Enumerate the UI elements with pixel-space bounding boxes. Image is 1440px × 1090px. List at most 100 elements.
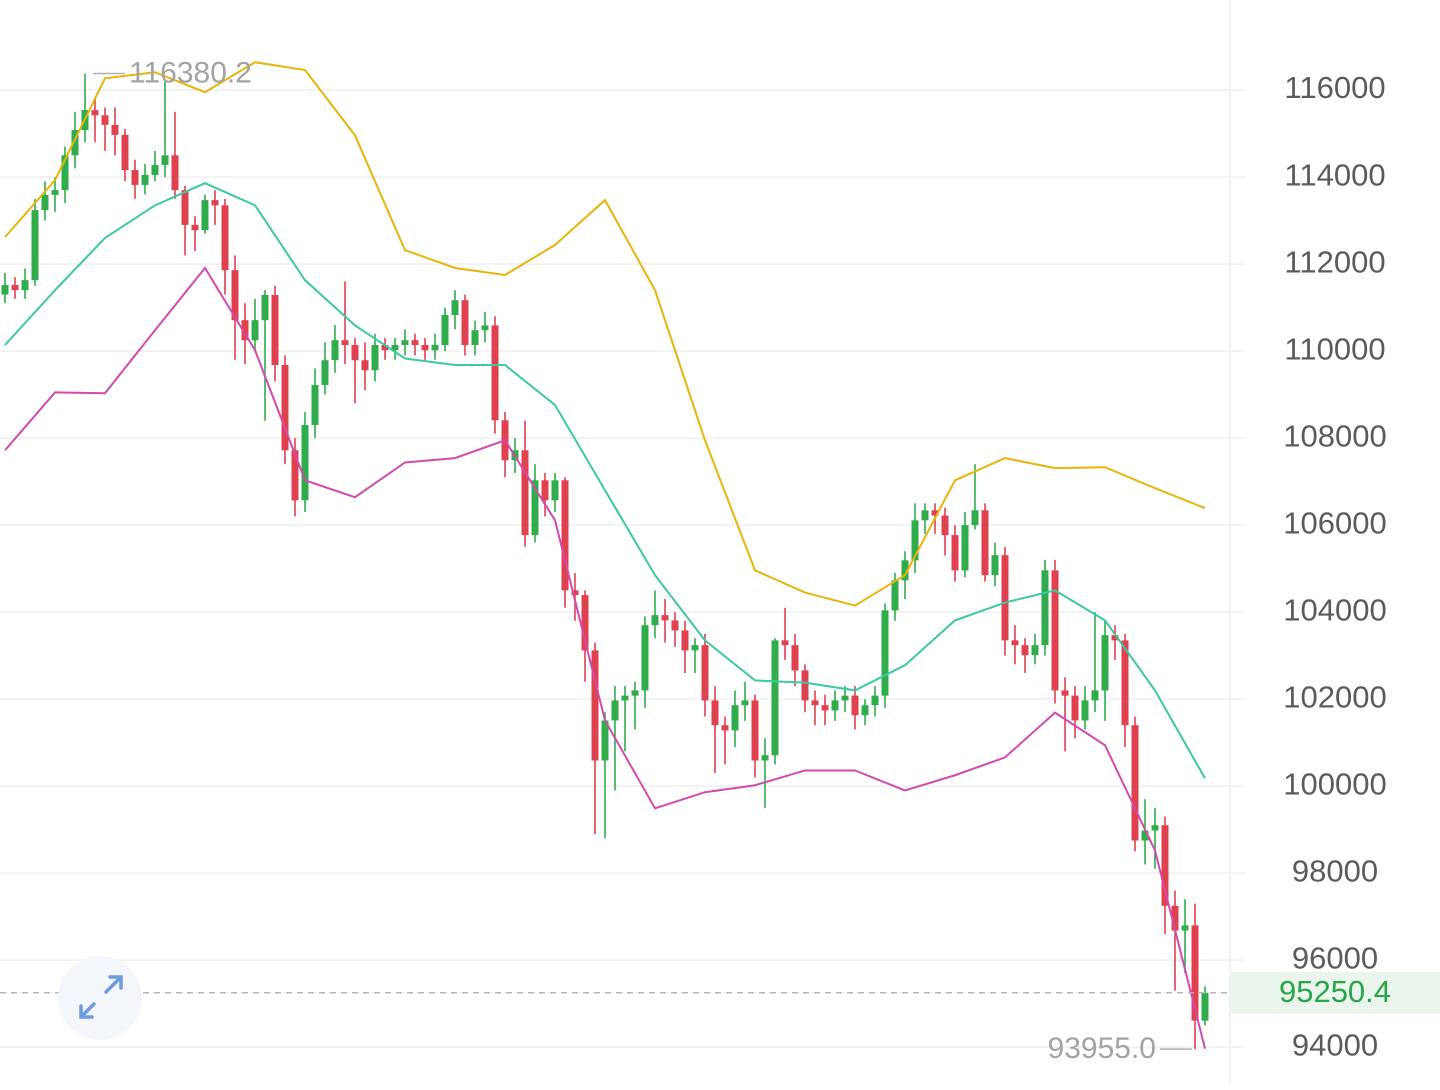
candle-body [721, 725, 729, 731]
candle-body [991, 555, 999, 576]
candle-body [681, 630, 689, 651]
labels-layer: 94000 96000 98000 100000 102000 104000 106000 1… [0, 56, 1440, 1065]
y-tick-label: 106000 [1283, 505, 1386, 540]
y-tick-label: 112000 [1284, 244, 1385, 279]
candle-body [641, 625, 649, 691]
candle-body [141, 174, 149, 185]
candle-body [661, 615, 669, 621]
candle-body [1091, 690, 1099, 701]
candle-body [201, 200, 209, 231]
candle-body [771, 640, 779, 756]
candle-body [671, 620, 679, 631]
candle-body [621, 695, 629, 701]
candle-body [301, 425, 309, 501]
candle-body [241, 320, 249, 341]
candle-body [1031, 645, 1039, 656]
candle-body [251, 320, 259, 341]
candle-body [541, 480, 549, 501]
candle-body [821, 705, 829, 711]
y-tick-label: 96000 [1292, 940, 1378, 975]
candle-body [1061, 690, 1069, 696]
bollinger-band [4, 182, 1206, 779]
candle-body [1051, 570, 1059, 691]
y-tick-label: 108000 [1283, 418, 1386, 453]
candle-body [461, 300, 469, 345]
candle-body [271, 294, 279, 366]
candle-body [891, 580, 899, 611]
candle-body [841, 695, 849, 701]
candle-body [411, 340, 419, 345]
candle-body [1171, 905, 1179, 931]
candle-body [191, 224, 199, 231]
y-tick-label: 116000 [1284, 70, 1385, 105]
y-tick-label: 104000 [1283, 592, 1386, 627]
candle-body [11, 284, 19, 291]
candle-body [231, 270, 239, 321]
candle-body [931, 510, 939, 516]
candle-body [321, 360, 329, 386]
candle-body [1, 284, 9, 295]
candle-body [1151, 825, 1159, 831]
candle-body [1071, 695, 1079, 721]
candle-body [581, 595, 589, 651]
candle-body [761, 755, 769, 761]
candle-body [161, 155, 169, 165]
candle-body [1001, 555, 1009, 641]
candle-body [1021, 645, 1029, 656]
candle-body [391, 344, 399, 351]
candle-body [951, 535, 959, 571]
candle-body [441, 314, 449, 345]
candle-body [691, 645, 699, 651]
candle-body [521, 450, 529, 536]
candle-body [751, 700, 759, 761]
y-tick-label: 114000 [1284, 157, 1385, 192]
candle-body [631, 690, 639, 696]
candle-body [881, 610, 889, 696]
candle-body [1201, 992, 1209, 1021]
candle-body [431, 344, 439, 351]
candle-body [651, 615, 659, 626]
candle-body [131, 170, 139, 185]
candle-body [491, 325, 499, 421]
candle-body [871, 695, 879, 706]
candle-body [971, 510, 979, 526]
bands-layer [4, 61, 1206, 1049]
bollinger-band [4, 266, 1206, 1049]
expand-button[interactable] [58, 956, 142, 1040]
candle-body [601, 720, 609, 761]
candle-body [291, 450, 299, 501]
candle-body [851, 695, 859, 716]
candle-body [801, 670, 809, 701]
candle-body [921, 510, 929, 521]
candle-body [151, 164, 159, 175]
candle-body [451, 300, 459, 315]
candle-body [551, 480, 559, 501]
y-tick-label: 98000 [1292, 853, 1378, 888]
candle-body [561, 480, 569, 591]
candle-body [401, 340, 409, 345]
candle-body [831, 700, 839, 711]
candle-body [1011, 640, 1019, 646]
candle-body [61, 155, 69, 191]
candle-body [571, 590, 579, 596]
candle-body [361, 360, 369, 371]
candle-body [1081, 700, 1089, 721]
candle-body [101, 115, 109, 125]
candle-body [31, 210, 39, 281]
candle-body [1121, 640, 1129, 726]
candle-body [1111, 635, 1119, 641]
candle-body [941, 515, 949, 536]
extreme-label: 116380.2 [129, 56, 252, 89]
candle-body [711, 700, 719, 726]
y-tick-label: 102000 [1283, 679, 1386, 714]
candle-body [701, 645, 709, 701]
candle-body [211, 200, 219, 206]
candle-body [791, 645, 799, 671]
candle-body [171, 155, 179, 191]
candle-body [181, 190, 189, 225]
candle-body [731, 705, 739, 731]
candle-body [981, 510, 989, 576]
